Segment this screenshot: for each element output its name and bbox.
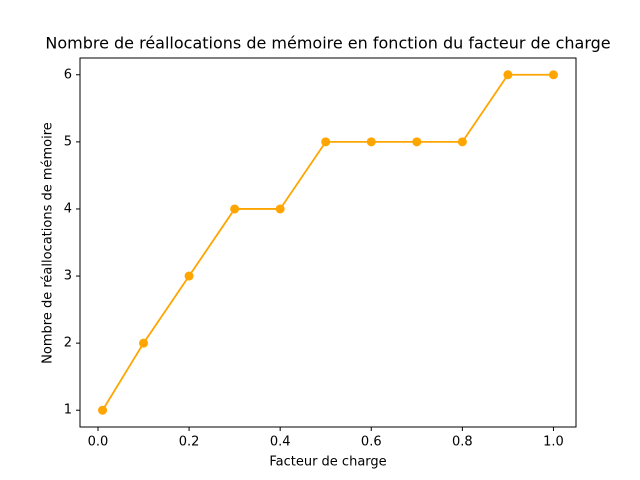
chart-title: Nombre de réallocations de mémoire en fo…	[45, 34, 610, 53]
x-tick-label: 1.0	[543, 435, 564, 450]
point	[321, 137, 331, 147]
y-tick-label: 3	[64, 269, 72, 284]
x-tick-label: 0.0	[88, 435, 109, 450]
point	[230, 204, 240, 214]
x-axis-label: Facteur de charge	[269, 455, 386, 470]
point	[98, 405, 108, 415]
point	[457, 137, 467, 147]
point	[548, 70, 558, 80]
y-tick-label: 4	[64, 201, 72, 216]
x-tick-label: 0.6	[361, 435, 382, 450]
point	[139, 338, 149, 348]
plot-frame	[79, 57, 577, 428]
y-tick-label: 5	[64, 134, 72, 149]
x-tick-label: 0.4	[270, 435, 291, 450]
x-tick-label: 0.8	[452, 435, 473, 450]
point	[412, 137, 422, 147]
x-tick-label: 0.2	[179, 435, 200, 450]
y-tick-label: 1	[64, 403, 72, 418]
point	[503, 70, 513, 80]
point	[184, 271, 194, 281]
point	[275, 204, 285, 214]
point	[366, 137, 376, 147]
y-tick-label: 2	[64, 336, 72, 351]
y-axis-label: Nombre de réallocations de mémoire	[41, 122, 56, 364]
y-tick-label: 6	[64, 67, 72, 82]
